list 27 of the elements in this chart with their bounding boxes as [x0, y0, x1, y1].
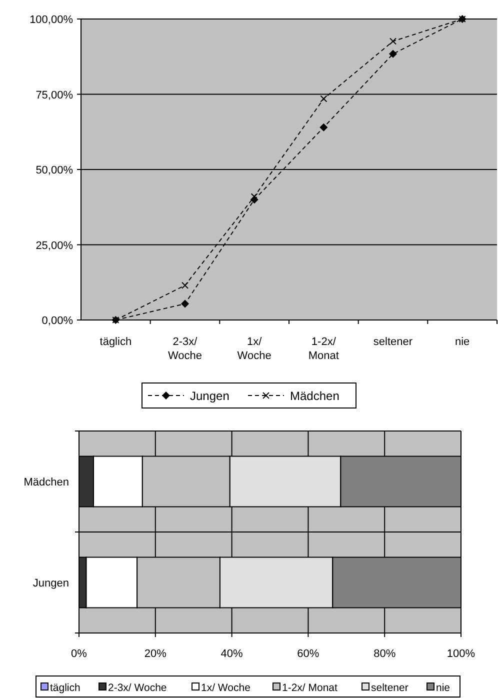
y-tick-label: 25,00%	[36, 240, 74, 252]
x-tick-label: 100%	[446, 648, 476, 660]
x-tick-label: 1-2x/ Monat	[308, 336, 339, 362]
y-tick-label: 75,00%	[36, 89, 74, 102]
y-tick-label: 100,00%	[30, 14, 74, 26]
x-tick-label: 2-3x/ Woche	[168, 336, 202, 362]
legend-label: nie	[436, 682, 450, 694]
y-tick-label: Jungen	[32, 578, 69, 590]
legend-label: seltener	[371, 682, 409, 694]
x-tick-label: 80%	[374, 648, 396, 660]
y-tick-label: Mädchen	[24, 476, 69, 488]
x-tick-label: 60%	[297, 648, 320, 660]
legend-label: 2-3x/ Woche	[108, 682, 167, 694]
x-tick-label: täglich	[100, 336, 132, 348]
x-tick-label: 0%	[71, 648, 88, 660]
legend-label: 1x/ Woche	[201, 682, 251, 694]
x-tick-label: nie	[454, 336, 470, 348]
x-tick-label: 40%	[220, 648, 244, 660]
legend-label: Mädchen	[290, 389, 340, 403]
x-tick-label: 1x/ Woche	[237, 336, 272, 362]
legend-label: täglich	[50, 682, 81, 694]
legend-label: Jungen	[190, 389, 230, 403]
legend-label: 1-2x/ Monat	[282, 682, 338, 694]
x-tick-label: seltener	[373, 336, 413, 348]
y-tick-label: 50,00%	[36, 164, 74, 176]
y-tick-label: 0,00%	[42, 315, 74, 327]
x-tick-label: 20%	[144, 648, 167, 660]
